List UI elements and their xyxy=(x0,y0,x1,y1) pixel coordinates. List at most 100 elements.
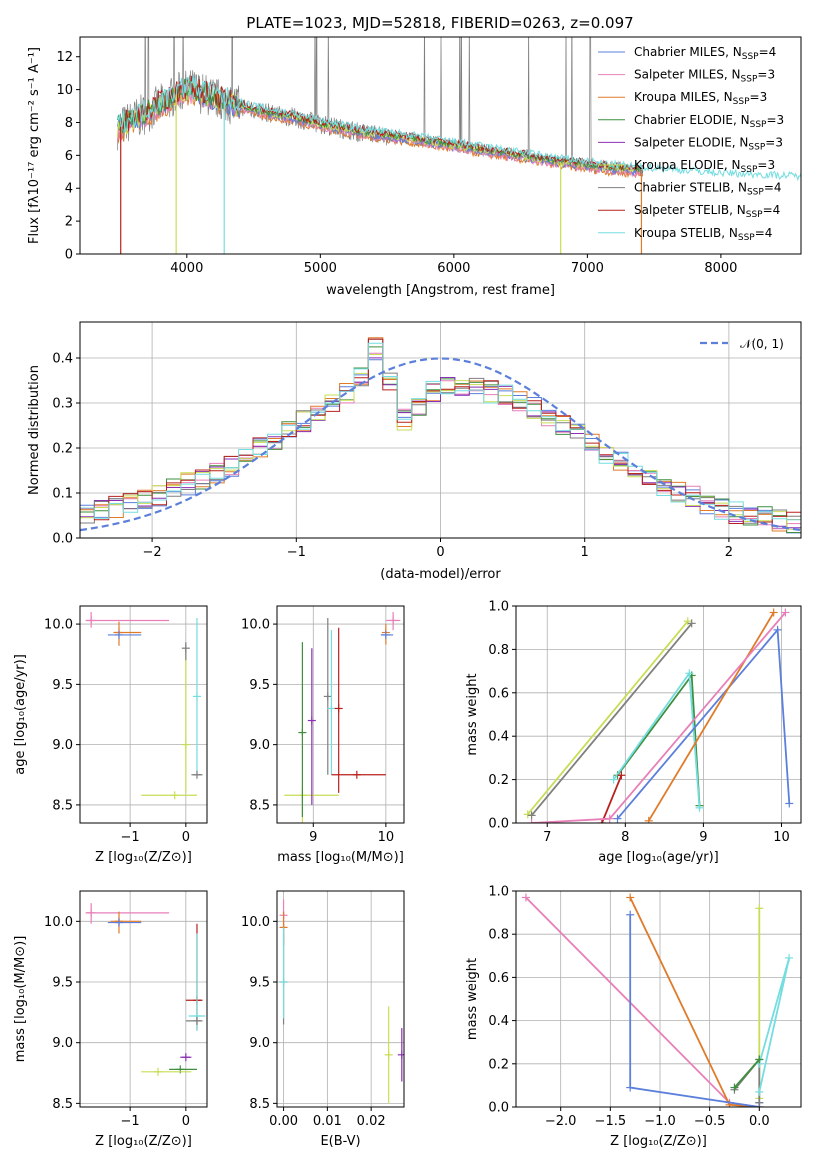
mass_vs_ebv-frame xyxy=(276,890,405,1108)
tick-label-y: 0 xyxy=(65,248,73,263)
axis-label-y: mass weight xyxy=(465,673,480,755)
tick-label-y: 1.0 xyxy=(488,600,509,615)
residuals-axes: −2 −1 0 1 2 0.0 0.1 0.2 0.3 0.4 (data-model)/error… xyxy=(27,322,801,582)
tick-label-y: 10.0 xyxy=(241,915,270,930)
errorbar-point xyxy=(185,923,203,1031)
series-line-kroupa_elodie xyxy=(527,620,689,815)
tick-label-y: 10.0 xyxy=(241,618,270,633)
tick-label-y: 10 xyxy=(56,83,73,98)
axis-label-x: wavelength [Angstrom, rest frame] xyxy=(326,283,555,298)
legend-label: Kroupa STELIB, NSSP=4 xyxy=(634,226,772,243)
series-line-chabrier_stelib xyxy=(530,622,693,816)
errorbar-point xyxy=(113,621,142,646)
tick-label-y: 4 xyxy=(65,182,73,197)
legend-count: =3 xyxy=(766,113,784,127)
tick-label-x: 0.0 xyxy=(749,1114,770,1129)
legend-label: Chabrier MILES, NSSP=4 xyxy=(634,45,776,62)
errorbar-point xyxy=(107,918,142,927)
tick-label-x: 6000 xyxy=(437,261,470,276)
age_vs_Z-axes: −1 0 8.5 9.0 9.5 10.0 Z [log₁₀(Z/Z⊙)] age [log₁… xyxy=(13,606,207,865)
tick-label-y: 9.5 xyxy=(249,678,270,693)
tick-label-y: 12 xyxy=(56,50,73,65)
errorbar-point xyxy=(327,630,336,775)
tick-label-y: 10.0 xyxy=(44,915,73,930)
tick-label-x: 0 xyxy=(182,1114,190,1129)
tick-label-y: 10.0 xyxy=(44,618,73,633)
legend-label: Kroupa ELODIE, NSSP=3 xyxy=(634,158,775,175)
age_vs_Z-plot xyxy=(85,612,203,800)
axis-label-y: Flux [fλ10⁻¹⁷ erg cm⁻² s⁻¹ A⁻¹] xyxy=(27,47,42,244)
massweight_vs_age-frame xyxy=(515,605,802,824)
series-line-chabrier_elodie xyxy=(616,672,701,806)
legend-label: Salpeter STELIB, NSSP=4 xyxy=(634,203,780,220)
massweight_vs_Z-plot xyxy=(521,893,794,1107)
tick-label-x: 5000 xyxy=(304,261,337,276)
mass_vs_ebv-plot xyxy=(279,899,404,1104)
tick-label-y: 0.3 xyxy=(52,397,73,412)
series-line-kroupa_miles xyxy=(629,897,760,1107)
axis-label-y: Normed distribution xyxy=(27,365,42,495)
axis-label-x: (data-model)/error xyxy=(380,567,501,582)
series-line-chabrier_miles xyxy=(629,914,761,1107)
tick-label-x: 7000 xyxy=(571,261,604,276)
errorbar-point xyxy=(331,770,386,779)
tick-label-x: 0 xyxy=(436,545,444,560)
tick-label-y: 9.0 xyxy=(249,1036,270,1051)
tick-label-x: 0.02 xyxy=(357,1114,386,1129)
legend-label: Salpeter ELODIE, NSSP=3 xyxy=(634,135,783,152)
axis-label-x: Z [log₁₀(Z/Z⊙)] xyxy=(95,850,192,865)
tick-label-x: −1.0 xyxy=(644,1114,676,1129)
age_vs_mass-axes: 9 10 8.5 9.0 9.5 10.0 mass [log₁₀(M/M⊙)] xyxy=(241,606,404,865)
legend-label: Kroupa MILES, NSSP=3 xyxy=(634,90,767,107)
age_vs_mass-plot xyxy=(284,612,401,823)
tick-label-x: −1 xyxy=(121,1114,140,1129)
age_vs_mass-frame xyxy=(276,605,405,824)
tick-label-x: −1.5 xyxy=(595,1114,627,1129)
tick-label-y: 0.1 xyxy=(52,487,73,502)
residuals-legend: 𝒩(0, 1) xyxy=(700,337,784,351)
legend-subscript: SSP xyxy=(750,120,767,130)
legend-label: Salpeter MILES, NSSP=3 xyxy=(634,68,775,85)
legend-label: Chabrier STELIB, NSSP=4 xyxy=(634,181,782,198)
tick-label-x: −2 xyxy=(143,545,162,560)
tick-label-x: 0.01 xyxy=(313,1114,342,1129)
tick-label-x: 4000 xyxy=(170,261,203,276)
histogram-kroupa_stelib xyxy=(80,342,801,521)
errorbar-point xyxy=(85,612,170,628)
errorbar-point xyxy=(385,612,401,631)
tick-label-x: 8 xyxy=(621,830,629,845)
axis-label-x: E(B-V) xyxy=(320,1134,360,1149)
model-spectrum-salpeter_stelib xyxy=(119,75,644,173)
tick-label-y: 8.5 xyxy=(52,798,73,813)
axis-label-x: mass [log₁₀(M/M⊙)] xyxy=(277,850,404,865)
tick-label-y: 0.8 xyxy=(488,928,509,943)
errorbar-point xyxy=(323,618,332,775)
residuals-frame xyxy=(79,321,802,539)
tick-label-y: 0.4 xyxy=(488,730,509,745)
model-spectrum-kroupa_stelib xyxy=(116,75,801,182)
legend-count: =4 xyxy=(763,203,781,217)
tick-label-y: 0.2 xyxy=(488,773,509,788)
mass_vs_Z-plot xyxy=(85,903,206,1076)
legend-subscript: SSP xyxy=(741,165,758,175)
massweight_vs_Z-axes: −2.0 −1.5 −1.0 −0.5 0.0 0.0 0.2 0.4 0.6 0.8 1.0 Z [… xyxy=(465,885,801,1149)
tick-label-x: 0.00 xyxy=(269,1114,298,1129)
errorbar-point xyxy=(384,1006,393,1104)
series-line-chabrier_stelib xyxy=(733,1056,761,1103)
spectrum-axes: 4000 5000 6000 7000 8000 0 2 4 6 8 10 12 wavelength … xyxy=(27,47,737,298)
axis-label-x: age [log₁₀(age/yr)] xyxy=(598,850,719,865)
series-line-chabrier_elodie xyxy=(733,1058,760,1089)
mass_vs_Z-axes: −1 0 8.5 9.0 9.5 10.0 Z [log₁₀(Z/Z⊙)] mass [log… xyxy=(13,891,207,1149)
legend-count: =3 xyxy=(750,90,768,104)
spectrum-plot xyxy=(116,37,801,254)
tick-label-x: −1 xyxy=(287,545,306,560)
tick-label-y: 9.5 xyxy=(52,678,73,693)
tick-label-y: 0.4 xyxy=(52,352,73,367)
legend-subscript: SSP xyxy=(738,233,755,243)
legend-count: =3 xyxy=(757,68,775,82)
tick-label-x: −0.5 xyxy=(694,1114,726,1129)
tick-label-y: 2 xyxy=(65,215,73,230)
tick-label-y: 0.8 xyxy=(488,643,509,658)
spectrum-frame xyxy=(79,36,802,255)
